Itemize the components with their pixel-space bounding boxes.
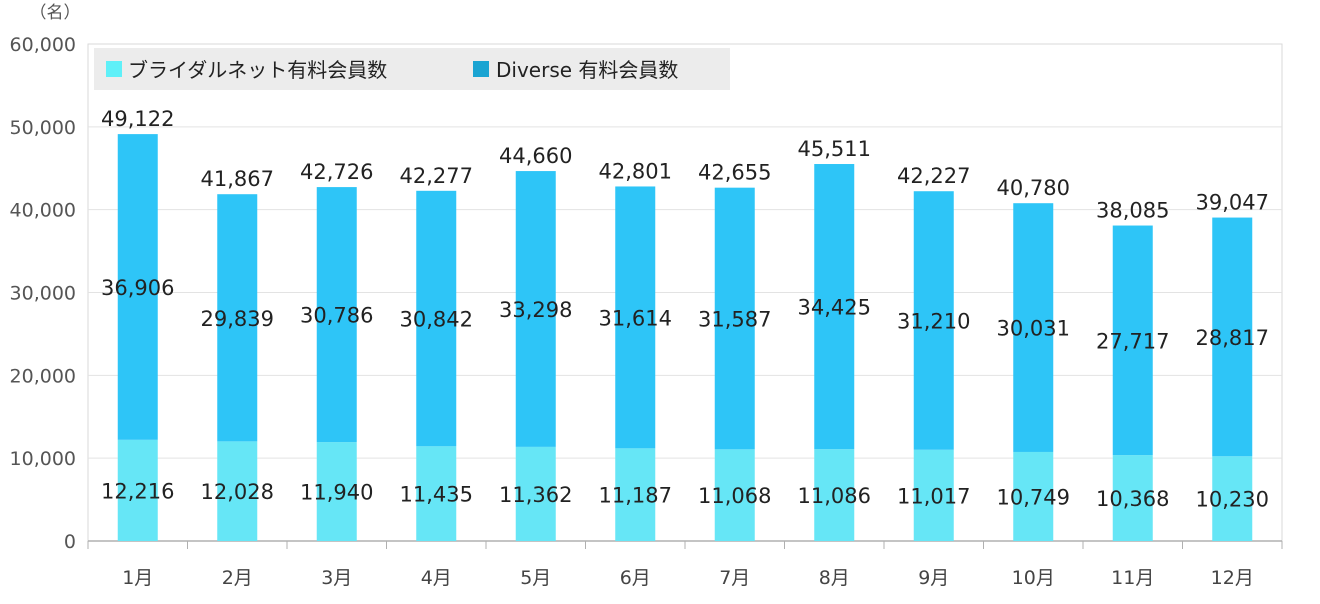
x-tick-label: 1月 (122, 567, 153, 589)
bar-segment-bridal-8 (814, 449, 855, 541)
y-tick-label: 0 (64, 531, 76, 553)
bar-segment-bridal-2 (217, 441, 258, 541)
data-label-diverse: 33,298 (499, 298, 572, 322)
bar-segment-diverse-7 (714, 187, 755, 450)
data-label-diverse: 31,210 (897, 309, 970, 333)
x-tick-label: 11月 (1111, 567, 1154, 589)
data-label-total: 42,277 (400, 164, 473, 188)
x-tick-label: 4月 (421, 567, 452, 589)
data-label-total: 42,801 (599, 159, 672, 183)
y-tick-label: 50,000 (10, 117, 76, 139)
data-label-total: 38,085 (1096, 199, 1169, 223)
bar-segment-diverse-9 (913, 191, 954, 450)
y-unit-label: （名） (30, 3, 81, 23)
y-tick-label: 20,000 (10, 365, 76, 387)
x-tick-label: 12月 (1211, 567, 1254, 589)
y-tick-label: 30,000 (10, 283, 76, 305)
data-label-bridal: 10,749 (997, 485, 1070, 509)
x-tick-label: 7月 (719, 567, 750, 589)
data-label-diverse: 34,425 (798, 296, 871, 320)
data-label-diverse: 36,906 (101, 276, 174, 300)
data-label-bridal: 12,216 (101, 479, 174, 503)
x-tick-label: 5月 (520, 567, 551, 589)
bar-segment-bridal-11 (1112, 455, 1153, 541)
bar-segment-bridal-6 (615, 448, 656, 541)
bar-segment-diverse-10 (1013, 203, 1054, 452)
bar-segment-diverse-8 (814, 164, 855, 450)
data-label-total: 39,047 (1196, 191, 1269, 215)
data-label-bridal: 10,368 (1096, 487, 1169, 511)
bar-segment-diverse-6 (615, 186, 656, 449)
data-label-total: 42,227 (897, 164, 970, 188)
bar-segment-diverse-12 (1212, 217, 1253, 457)
bar-segment-diverse-2 (217, 194, 258, 442)
bar-segment-diverse-1 (117, 134, 158, 440)
legend-box (94, 48, 730, 90)
bar-segment-bridal-7 (714, 449, 755, 541)
data-label-diverse: 30,786 (300, 304, 373, 328)
legend-swatch-diverse (473, 61, 489, 77)
data-label-diverse: 31,614 (599, 306, 672, 330)
x-tick-label: 6月 (620, 567, 651, 589)
y-tick-label: 60,000 (10, 34, 76, 56)
data-label-total: 42,726 (300, 160, 373, 184)
bar-segment-bridal-3 (316, 442, 357, 541)
data-label-bridal: 11,187 (599, 484, 672, 508)
data-label-bridal: 11,435 (400, 483, 473, 507)
data-label-bridal: 11,086 (798, 484, 871, 508)
bar-segment-bridal-10 (1013, 451, 1054, 541)
bar-segment-bridal-9 (913, 449, 954, 541)
data-label-total: 49,122 (101, 107, 174, 131)
bar-segment-diverse-4 (416, 190, 457, 447)
data-label-diverse: 27,717 (1096, 329, 1169, 353)
data-label-total: 45,511 (798, 137, 871, 161)
bar-segment-diverse-3 (316, 187, 357, 443)
y-tick-label: 40,000 (10, 200, 76, 222)
x-tick-label: 9月 (918, 567, 949, 589)
data-label-total: 40,780 (997, 176, 1070, 200)
data-label-diverse: 30,842 (400, 308, 473, 332)
legend-swatch-bridal (106, 61, 122, 77)
bar-segment-diverse-11 (1112, 225, 1153, 456)
data-label-total: 44,660 (499, 144, 572, 168)
data-label-total: 42,655 (698, 161, 771, 185)
x-tick-label: 3月 (321, 567, 352, 589)
x-tick-label: 2月 (222, 567, 253, 589)
data-label-diverse: 31,587 (698, 307, 771, 331)
bar-segment-bridal-5 (515, 446, 556, 541)
data-label-bridal: 11,068 (698, 484, 771, 508)
legend-label-bridal: ブライダルネット有料会員数 (128, 58, 387, 82)
x-tick-label: 8月 (819, 567, 850, 589)
x-tick-label: 10月 (1012, 567, 1055, 589)
data-label-diverse: 30,031 (997, 317, 1070, 341)
bar-segment-bridal-12 (1212, 456, 1253, 541)
data-label-total: 41,867 (201, 167, 274, 191)
data-label-bridal: 11,017 (897, 484, 970, 508)
data-label-bridal: 11,940 (300, 481, 373, 505)
y-tick-label: 10,000 (10, 448, 76, 470)
data-label-diverse: 28,817 (1196, 326, 1269, 350)
data-label-bridal: 10,230 (1196, 488, 1269, 512)
data-label-bridal: 12,028 (201, 480, 274, 504)
legend-label-diverse: Diverse 有料会員数 (496, 58, 678, 82)
bar-segment-bridal-1 (117, 439, 158, 541)
bar-segment-diverse-5 (515, 171, 556, 447)
data-label-bridal: 11,362 (499, 483, 572, 507)
bar-segment-bridal-4 (416, 446, 457, 541)
data-label-diverse: 29,839 (201, 307, 274, 331)
